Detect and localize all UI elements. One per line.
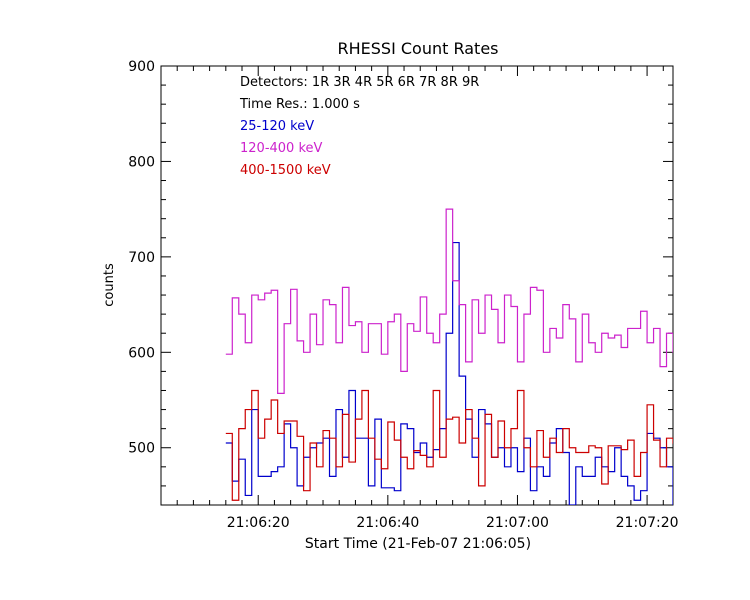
y-tick-label: 700 (128, 250, 155, 266)
detectors-annotation: Detectors: 1R 3R 4R 5R 6R 7R 8R 9R (240, 75, 479, 90)
legend: Detectors: 1R 3R 4R 5R 6R 7R 8R 9R Time … (239, 75, 479, 178)
series-line-25-120 keV (225, 241, 673, 505)
y-axis: 500 600 700 800 900 (128, 59, 673, 487)
legend-entry: 25-120 keV (240, 119, 314, 134)
series-line-400-1500 keV (225, 389, 673, 501)
series-line-120-400 keV (225, 208, 673, 394)
chart-title: RHESSI Count Rates (338, 39, 499, 58)
legend-entry: 400-1500 keV (240, 163, 331, 178)
y-tick-label: 600 (128, 345, 155, 361)
y-tick-label: 800 (128, 154, 155, 170)
legend-entry: 120-400 keV (240, 141, 323, 156)
time-res-annotation: Time Res.: 1.000 s (239, 97, 360, 112)
y-axis-label: counts (102, 263, 117, 307)
y-tick-label: 500 (128, 441, 155, 457)
x-axis: 21:06:20 21:06:40 21:07:00 21:07:20 (176, 66, 679, 531)
x-tick-label: 21:07:00 (486, 515, 549, 531)
plot-frame (160, 65, 674, 506)
x-tick-label: 21:06:40 (356, 515, 419, 531)
y-tick-label: 900 (128, 59, 155, 75)
x-tick-label: 21:07:20 (616, 515, 679, 531)
x-axis-label: Start Time (21-Feb-07 21:06:05) (305, 536, 531, 552)
x-tick-label: 21:06:20 (227, 515, 290, 531)
series-group (225, 208, 673, 505)
